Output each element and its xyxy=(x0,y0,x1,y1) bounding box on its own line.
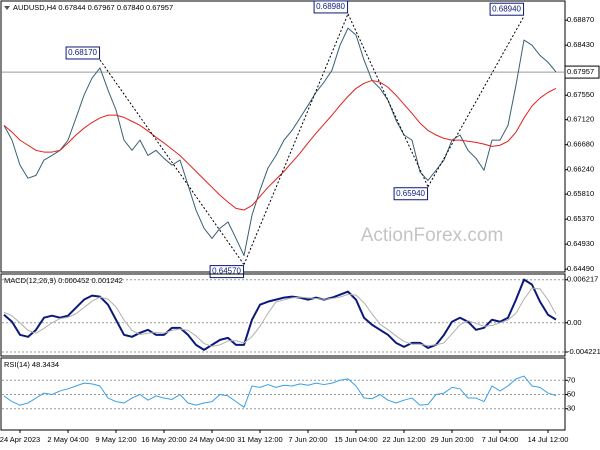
series-line xyxy=(3,79,557,211)
y-tick-label: 0.66240 xyxy=(567,165,594,174)
y-tick-label: 30 xyxy=(567,404,575,413)
pivot-label: 0.68170 xyxy=(68,48,97,57)
y-tick-label: 50 xyxy=(567,389,575,398)
zigzag-line xyxy=(243,13,349,265)
x-tick-label: 14 Jul 12:00 xyxy=(528,435,569,444)
x-tick-label: 7 Jun 20:00 xyxy=(288,435,327,444)
y-tick-label: 70 xyxy=(567,375,575,384)
series-line xyxy=(3,27,557,257)
series-line xyxy=(3,287,557,347)
watermark: ActionForex.com xyxy=(361,225,504,246)
x-tick-label: 24 Apr 2023 xyxy=(0,435,40,444)
pivot-label: 0.68980 xyxy=(316,2,345,11)
x-tick-label: 24 May 04:00 xyxy=(189,435,234,444)
y-tick-label: 0.64930 xyxy=(567,239,594,248)
x-tick-label: 22 Jun 12:00 xyxy=(382,435,425,444)
x-tick-label: 16 May 20:00 xyxy=(141,435,186,444)
pivot-box xyxy=(65,46,101,60)
pivot-box xyxy=(393,187,429,201)
y-tick-label: 0.64490 xyxy=(567,264,594,273)
y-tick-label: 0.65810 xyxy=(567,189,594,198)
x-tick-label: 9 May 12:00 xyxy=(95,435,136,444)
pivot-box xyxy=(489,2,525,16)
series-line xyxy=(3,375,557,408)
last-price-box xyxy=(564,65,600,79)
y-tick-label: 0.68430 xyxy=(567,40,594,49)
pivot-label: 0.65940 xyxy=(396,189,425,198)
pivot-box xyxy=(313,0,349,14)
last-price-label: 0.67957 xyxy=(567,67,594,76)
series-line xyxy=(3,278,557,351)
panel-frame xyxy=(0,0,566,273)
title-icon xyxy=(4,6,10,10)
y-tick-label: 0.67120 xyxy=(567,115,594,124)
x-tick-label: 7 Jul 04:00 xyxy=(482,435,519,444)
panel-title: MACD(12,26,9) 0.000452 0.001242 xyxy=(4,276,123,285)
panel-frame xyxy=(0,273,566,357)
y-tick-label: 0.65370 xyxy=(567,214,594,223)
x-tick-label: 2 May 04:00 xyxy=(47,435,88,444)
y-tick-label: 0.00 xyxy=(567,318,582,327)
y-tick-label: 0.006217 xyxy=(567,275,598,284)
y-tick-label: -0.004221 xyxy=(567,347,600,356)
y-tick-label: 0.66680 xyxy=(567,140,594,149)
pivot-label: 0.64570 xyxy=(212,267,241,276)
zigzag-line xyxy=(99,59,245,265)
x-tick-label: 29 Jun 20:00 xyxy=(430,435,473,444)
x-tick-label: 31 May 12:00 xyxy=(237,435,282,444)
pivot-box xyxy=(209,265,245,279)
pivot-label: 0.68940 xyxy=(492,4,521,13)
x-tick-label: 15 Jun 04:00 xyxy=(334,435,377,444)
panel-title: RSI(14) 48.3434 xyxy=(4,360,59,369)
y-tick-label: 0.67550 xyxy=(567,90,594,99)
chart-title: AUDUSD,H4 0.67844 0.67967 0.67840 0.6795… xyxy=(13,3,173,12)
zigzag-line xyxy=(427,15,525,187)
y-tick-label: 0.68870 xyxy=(567,15,594,24)
